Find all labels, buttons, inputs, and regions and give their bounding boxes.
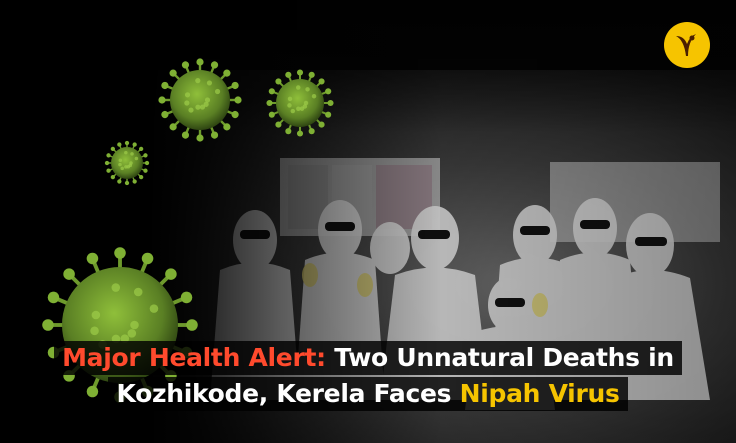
brand-logo (664, 22, 710, 68)
virus-particle-icon (158, 58, 242, 142)
headline-line-1: Major Health Alert: Two Unnatural Deaths… (54, 341, 682, 375)
headline-line-1-text: Two Unnatural Deaths in (325, 343, 674, 372)
virus-particle-icon (266, 69, 334, 137)
headline: Major Health Alert: Two Unnatural Deaths… (0, 340, 736, 412)
virus-particle-icon (104, 140, 150, 186)
headline-line-2-text: Kozhikode, Kerela Faces (116, 379, 460, 408)
headline-line-2: Kozhikode, Kerela Faces Nipah Virus (108, 377, 628, 411)
headline-alert-label: Major Health Alert: (62, 343, 326, 372)
brand-logo-icon (676, 34, 696, 56)
headline-virus-name: Nipah Virus (459, 379, 620, 408)
